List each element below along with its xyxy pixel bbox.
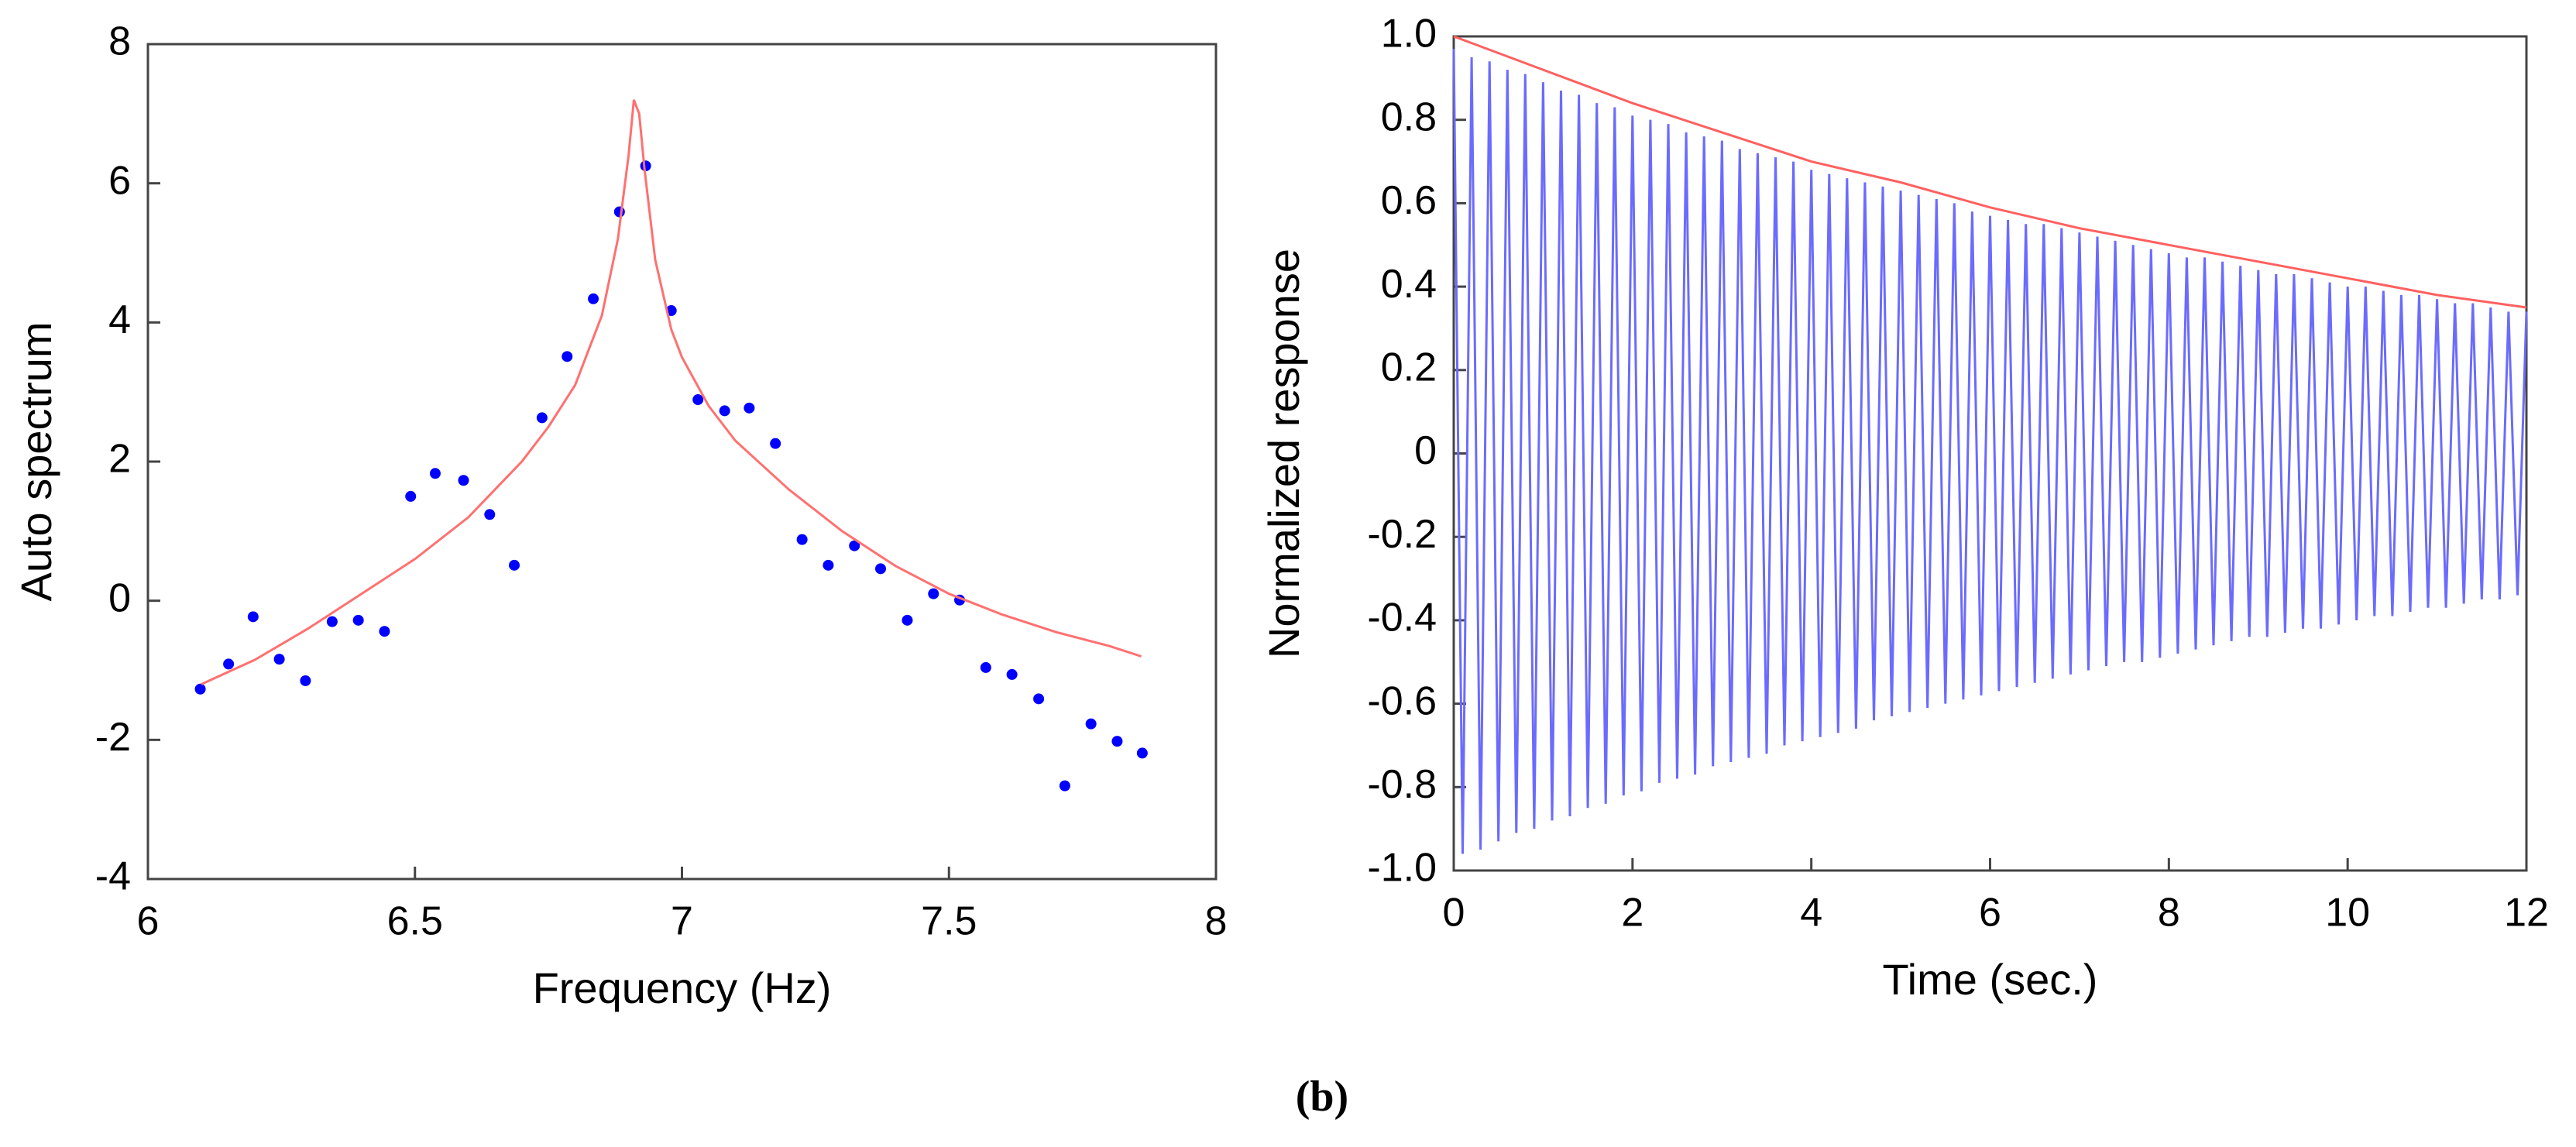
x-tick-label: 8 [2158, 891, 2180, 936]
data-point [458, 475, 469, 486]
x-tick-label: 2 [1621, 891, 1643, 936]
x-tick-label: 7 [671, 899, 693, 944]
x-tick-label: 6 [1979, 891, 2001, 936]
y-tick-label: -0.6 [1367, 678, 1437, 723]
data-point [194, 683, 206, 695]
data-point [874, 563, 886, 575]
data-point [326, 616, 338, 627]
x-tick-label: 4 [1800, 891, 1822, 936]
y-tick-label: 0 [1414, 428, 1437, 473]
y-axis-label: Auto spectrum [12, 321, 60, 601]
chart: 0 2 4 6 8 10 12 -1.0 -0.8 -0.6 -0.4 -0.2 0 0.2 0.4 0.6 0… [1259, 12, 2549, 1004]
y-tick-label: 0.4 [1381, 262, 1437, 307]
x-axis-label: Frequency (Hz) [533, 963, 832, 1012]
data-point [613, 206, 625, 218]
y-tick-label: -0.2 [1367, 512, 1437, 557]
y-tick-label: 8 [108, 19, 131, 64]
data-point [1111, 736, 1123, 747]
data-point [744, 402, 755, 414]
data-point [588, 293, 599, 304]
y-tick-label: 0.2 [1381, 345, 1437, 390]
caption: (b) [1296, 1073, 1348, 1121]
data-point [719, 405, 730, 417]
plot-frame [146, 43, 1218, 881]
y-tick-label: 1.0 [1381, 12, 1437, 57]
data-point [562, 351, 573, 362]
x-tick-label: 8 [1205, 899, 1228, 944]
chart: 6 6.5 7 7.5 8 -4 -2 0 2 4 6 8 Frequency (Hz) Auto spe… [12, 19, 1228, 1012]
data-point [273, 654, 285, 665]
data-point [1006, 668, 1018, 680]
y-tick-label: 4 [108, 297, 131, 342]
x-tick-label: 6 [137, 899, 160, 944]
data-point [692, 394, 704, 406]
x-tick-label: 7.5 [921, 899, 977, 944]
x-tick-label: 10 [2325, 891, 2370, 936]
data-line [1453, 35, 2527, 309]
data-point [300, 675, 311, 686]
data-line [201, 99, 1142, 685]
y-tick-label: 2 [108, 437, 131, 482]
data-point [1059, 780, 1070, 792]
y-axis-label: Normalized response [1259, 249, 1308, 658]
data-line [1452, 49, 2528, 854]
data-point [1085, 718, 1097, 730]
data-point [536, 412, 548, 424]
data-point [980, 661, 991, 673]
data-point [247, 611, 259, 623]
y-tick-label: -0.8 [1367, 762, 1437, 807]
data-point [379, 626, 390, 637]
data-point [429, 468, 441, 479]
x-tick-label: 12 [2504, 891, 2549, 936]
data-point [223, 658, 235, 670]
y-tick-label: 0.8 [1381, 94, 1437, 139]
data-point [1136, 747, 1148, 759]
y-tick-label: -4 [95, 854, 131, 899]
x-axis-label: Time (sec.) [1883, 955, 2098, 1004]
data-point [508, 559, 520, 571]
data-point [1033, 693, 1045, 705]
data-point [849, 540, 860, 551]
data-point [928, 588, 939, 599]
y-tick-label: -1.0 [1367, 846, 1437, 891]
data-point [484, 509, 496, 520]
y-tick-label: -0.4 [1367, 596, 1437, 640]
x-tick-label: 0 [1443, 891, 1465, 936]
data-point [405, 490, 417, 502]
data-point [770, 438, 781, 449]
y-tick-label: 0.6 [1381, 178, 1437, 223]
data-point [823, 559, 834, 571]
y-tick-label: 0 [108, 575, 131, 620]
y-tick-label: -2 [95, 715, 131, 760]
data-point [796, 534, 808, 545]
x-tick-label: 6.5 [387, 899, 443, 944]
data-point [902, 614, 913, 626]
y-tick-label: 6 [108, 158, 131, 203]
data-point [352, 614, 364, 626]
